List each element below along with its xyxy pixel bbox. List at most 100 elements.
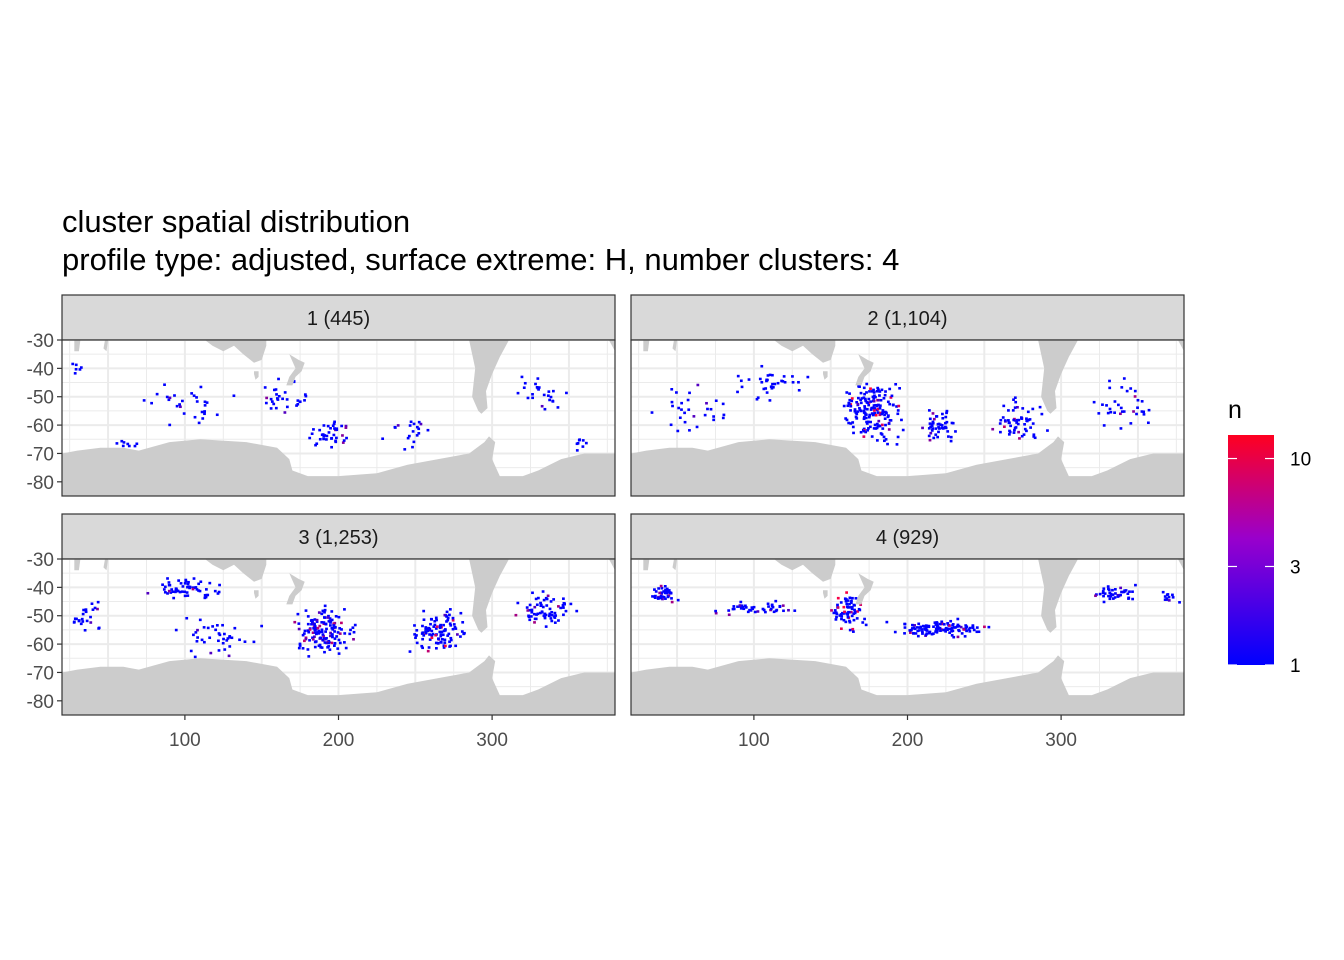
data-cell — [441, 633, 445, 637]
data-cell — [832, 611, 836, 615]
data-cell — [277, 377, 280, 381]
data-cell — [348, 632, 352, 636]
data-cell — [202, 640, 206, 644]
data-cell — [880, 412, 884, 416]
data-cell — [1133, 389, 1137, 393]
data-cell — [925, 632, 929, 635]
data-cell — [1092, 400, 1096, 404]
data-cell — [527, 615, 531, 619]
data-cell — [437, 637, 440, 640]
data-cell — [187, 580, 190, 584]
data-cell — [285, 398, 289, 401]
data-cell — [311, 631, 315, 634]
data-cell — [959, 625, 963, 629]
data-cell — [714, 611, 718, 615]
data-cell — [936, 435, 940, 439]
data-cell — [1013, 406, 1017, 409]
data-cell — [678, 416, 682, 420]
data-cell — [968, 630, 972, 633]
data-cell — [895, 405, 898, 408]
data-cell — [343, 608, 346, 611]
data-cell — [884, 390, 887, 393]
data-cell — [776, 381, 780, 385]
data-cell — [163, 591, 167, 594]
data-cell — [727, 609, 731, 612]
data-cell — [417, 432, 421, 435]
data-cell — [875, 389, 879, 393]
data-cell — [193, 655, 197, 659]
data-cell — [756, 610, 760, 613]
data-cell — [320, 628, 324, 631]
data-cell — [963, 635, 967, 638]
data-cell — [72, 621, 76, 624]
data-cell — [875, 422, 879, 426]
data-cell — [895, 443, 899, 446]
data-cell — [869, 387, 872, 390]
data-cell — [876, 411, 880, 414]
data-cell — [1114, 592, 1117, 595]
facet-panel-3: 3 (1,253) — [61, 513, 616, 716]
data-cell — [712, 418, 716, 422]
data-cell — [326, 616, 330, 619]
data-cell — [848, 602, 851, 606]
data-cell — [1012, 431, 1016, 434]
data-cell — [934, 433, 938, 436]
x-tick-label: 300 — [476, 730, 508, 751]
data-cell — [447, 632, 451, 636]
data-cell — [1163, 598, 1167, 601]
data-cell — [321, 433, 325, 436]
data-cell — [310, 622, 313, 626]
data-cell — [230, 636, 234, 640]
data-cell — [420, 644, 424, 648]
data-cell — [843, 610, 846, 614]
data-cell — [533, 617, 537, 621]
data-cell — [921, 630, 924, 634]
data-cell — [664, 588, 667, 592]
data-cell — [755, 398, 759, 401]
data-cell — [303, 399, 306, 402]
data-cell — [666, 595, 670, 599]
data-cell — [878, 390, 882, 393]
data-cell — [1131, 590, 1134, 593]
data-cell — [896, 412, 900, 416]
data-cell — [944, 421, 947, 425]
data-cell — [665, 587, 669, 591]
data-cell — [1026, 410, 1030, 414]
data-cell — [577, 438, 581, 442]
data-cell — [321, 633, 325, 636]
data-cell — [526, 609, 530, 612]
data-cell — [951, 421, 955, 425]
y-tick-label: -30 — [27, 331, 54, 352]
data-cell — [1142, 413, 1146, 416]
data-cell — [1001, 416, 1005, 419]
data-cell — [849, 404, 853, 408]
data-cell — [429, 622, 432, 626]
data-cell — [559, 606, 563, 610]
data-cell — [528, 618, 532, 622]
data-cell — [1128, 590, 1131, 593]
data-cell — [195, 396, 198, 399]
data-cell — [325, 438, 328, 441]
data-cell — [874, 413, 878, 417]
data-cell — [680, 408, 683, 411]
data-cell — [551, 389, 555, 393]
data-cell — [272, 402, 276, 406]
data-cell — [987, 625, 991, 629]
data-cell — [192, 394, 196, 397]
data-cell — [435, 647, 438, 650]
land — [62, 559, 615, 715]
data-cell — [839, 601, 843, 604]
data-cell — [872, 404, 876, 407]
data-cell — [324, 630, 327, 633]
data-cell — [859, 409, 863, 413]
data-cell — [683, 411, 686, 415]
data-cell — [556, 406, 560, 409]
data-cell — [928, 438, 932, 442]
data-cell — [949, 435, 953, 439]
data-cell — [443, 641, 447, 644]
data-cell — [175, 404, 179, 408]
y-tick-label: -80 — [27, 692, 54, 713]
data-cell — [175, 589, 179, 592]
data-cell — [200, 638, 204, 642]
data-cell — [448, 645, 452, 648]
